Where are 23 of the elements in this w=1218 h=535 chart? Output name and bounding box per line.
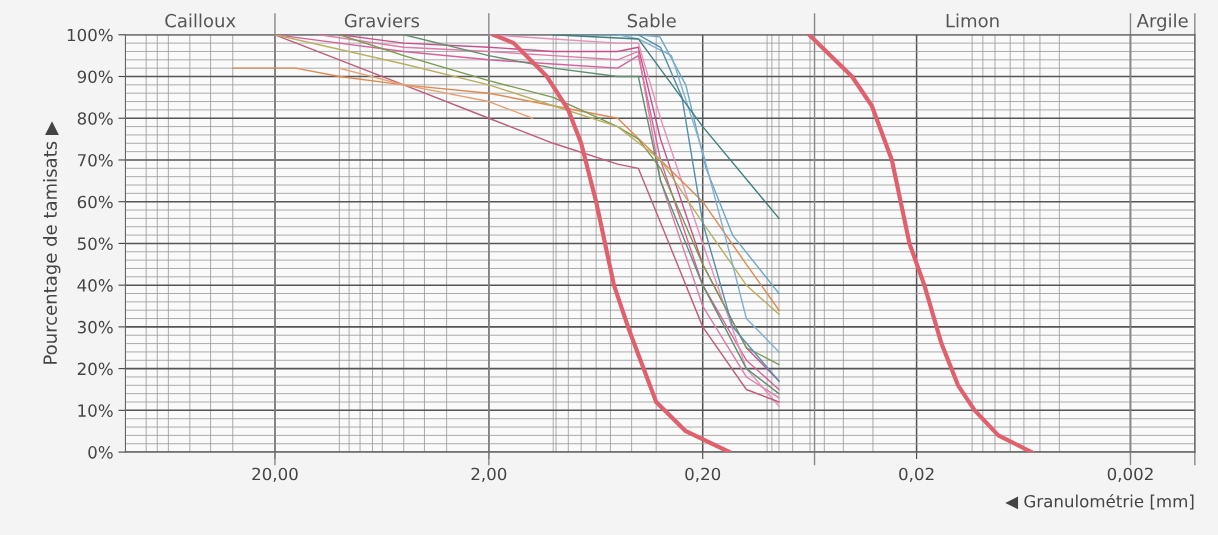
y-tick-label: 20% — [77, 362, 113, 376]
x-tick-label: 0,20 — [685, 467, 721, 482]
y-tick-label: 0% — [88, 446, 113, 459]
x-tick-label: 20,00 — [252, 467, 298, 482]
x-tick-label: 0,002 — [1107, 467, 1153, 482]
y-tick-label: 90% — [77, 70, 113, 84]
x-axis-title: ◀ Granulométrie [mm] — [1005, 493, 1194, 510]
band-label: Graviers — [344, 13, 420, 28]
y-axis-title: Pourcentage de tamisats ▶ — [42, 121, 61, 364]
y-tick-label: 30% — [77, 320, 113, 334]
band-label: Cailloux — [165, 13, 236, 28]
y-tick-label: 40% — [77, 279, 113, 292]
x-tick-label: 2,00 — [471, 467, 507, 482]
y-tick-label: 100% — [67, 28, 113, 42]
y-tick-label: 80% — [77, 112, 113, 125]
x-tick-label: 0,02 — [899, 467, 934, 482]
y-tick-label: 10% — [78, 404, 113, 417]
y-tick-label: 70% — [77, 153, 113, 167]
band-label: Limon — [946, 13, 999, 28]
y-tick-label: 60% — [77, 195, 113, 209]
band-label: Sable — [627, 13, 676, 28]
band-label: Argile — [1136, 13, 1188, 31]
y-tick-label: 50% — [77, 237, 113, 250]
